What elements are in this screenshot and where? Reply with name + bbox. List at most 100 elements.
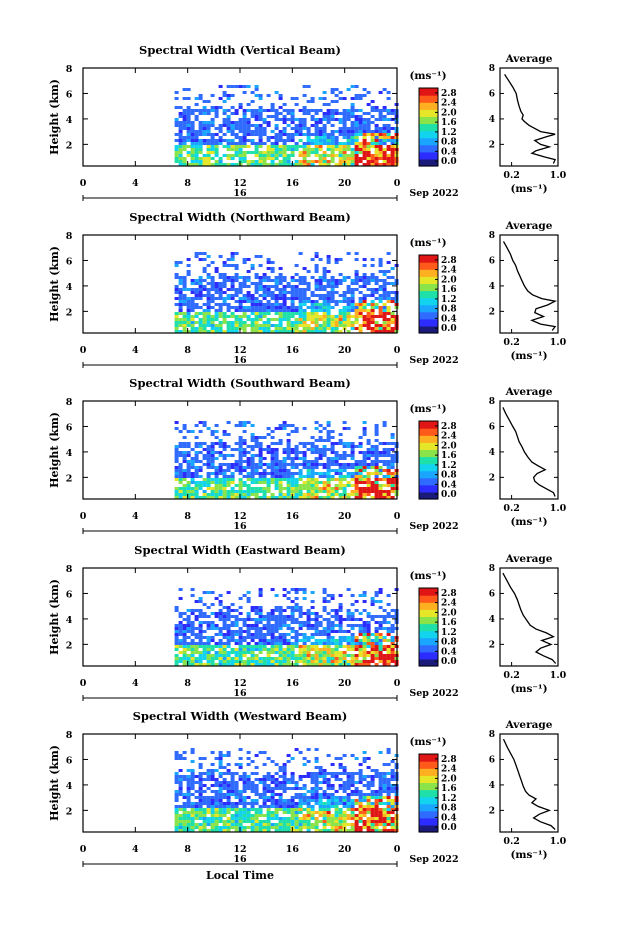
colorbar-swatch [419, 470, 438, 479]
heatmap-cell [310, 451, 315, 454]
heatmap-cell [298, 154, 303, 157]
heatmap-cell [378, 600, 383, 603]
heatmap-cell [286, 445, 291, 448]
heatmap-cell [186, 460, 191, 463]
heatmap-cell [222, 615, 227, 618]
heatmap-cell [378, 133, 383, 136]
heatmap-cell [274, 460, 279, 463]
heatmap-cell [298, 648, 303, 651]
heatmap-cell [354, 139, 359, 142]
heatmap-cell [190, 142, 195, 145]
heatmap-cell [222, 829, 227, 832]
heatmap-cell [222, 475, 227, 478]
heatmap-cell [326, 312, 331, 315]
heatmap-cell [222, 651, 227, 654]
heatmap-cell [258, 808, 263, 811]
heatmap-cell [226, 118, 231, 121]
heatmap-cell [330, 100, 335, 103]
heatmap-cell [358, 793, 363, 796]
heatmap-cell [290, 490, 295, 493]
heatmap-cell [250, 772, 255, 775]
heatmap-cell [290, 645, 295, 648]
heatmap-cell [390, 327, 395, 330]
heatmap-cell [298, 127, 303, 130]
heatmap-cell [174, 496, 179, 499]
heatmap-cell [266, 817, 271, 820]
x-tick-label: 8 [184, 678, 191, 689]
heatmap-cell [298, 306, 303, 309]
heatmap-cell [386, 594, 391, 597]
heatmap-cell [382, 154, 387, 157]
heatmap-cell [382, 787, 387, 790]
heatmap-cell [382, 303, 387, 306]
heatmap-cell [278, 784, 283, 787]
heatmap-cell [190, 633, 195, 636]
heatmap-cell [186, 154, 191, 157]
heatmap-cell [290, 642, 295, 645]
heatmap-cell [318, 775, 323, 778]
heatmap-cell [386, 324, 391, 327]
heatmap-cell [198, 639, 203, 642]
heatmap-cell [278, 609, 283, 612]
heatmap-cell [202, 478, 207, 481]
heatmap-cell [254, 85, 259, 88]
heatmap-cell [242, 654, 247, 657]
heatmap-cell [202, 424, 207, 427]
heatmap-cell [282, 660, 287, 663]
heatmap-cell [334, 487, 339, 490]
heatmap-cell [342, 121, 347, 124]
heatmap-cell [346, 493, 351, 496]
heatmap-cell [202, 106, 207, 109]
heatmap-cell [182, 312, 187, 315]
heatmap-cell [262, 294, 267, 297]
heatmap-cell [186, 484, 191, 487]
heatmap-cell [350, 660, 355, 663]
heatmap-cell [338, 639, 343, 642]
heatmap-cell [286, 154, 291, 157]
heatmap-cell [358, 639, 363, 642]
heatmap-cell [262, 490, 267, 493]
colorbar-swatch [419, 297, 438, 306]
heatmap-cell [254, 648, 259, 651]
heatmap-cell [194, 609, 199, 612]
heatmap-cell [270, 106, 275, 109]
heatmap-cell [226, 258, 231, 261]
heatmap-cell [258, 460, 263, 463]
heatmap-cell [182, 330, 187, 333]
heatmap-cell [206, 463, 211, 466]
heatmap-cell [246, 597, 251, 600]
heatmap-cell [362, 784, 367, 787]
heatmap-cell [242, 790, 247, 793]
heatmap-cell [374, 657, 379, 660]
heatmap-cell [278, 130, 283, 133]
heatmap-cell [310, 642, 315, 645]
heatmap-cell [314, 151, 319, 154]
heatmap-cell [362, 775, 367, 778]
heatmap-cell [258, 118, 263, 121]
heatmap-cell [182, 793, 187, 796]
heatmap-cell [174, 157, 179, 160]
heatmap-cell [254, 645, 259, 648]
heatmap-cell [290, 276, 295, 279]
heatmap-cell [326, 820, 331, 823]
heatmap-cell [254, 142, 259, 145]
heatmap-cell [182, 303, 187, 306]
heatmap-cell [298, 657, 303, 660]
heatmap-cell [238, 276, 243, 279]
heatmap-cell [298, 606, 303, 609]
heatmap-cell [382, 139, 387, 142]
heatmap-cell [342, 324, 347, 327]
heatmap-cell [178, 817, 183, 820]
heatmap-cell [190, 802, 195, 805]
heatmap-cell [330, 142, 335, 145]
heatmap-cell [222, 472, 227, 475]
heatmap-cell [198, 663, 203, 666]
heatmap-cell [262, 142, 267, 145]
heatmap-cell [342, 651, 347, 654]
heatmap-cell [298, 651, 303, 654]
heatmap-cell [390, 291, 395, 294]
heatmap-cell [358, 490, 363, 493]
heatmap-cell [322, 769, 327, 772]
heatmap-cell [282, 330, 287, 333]
